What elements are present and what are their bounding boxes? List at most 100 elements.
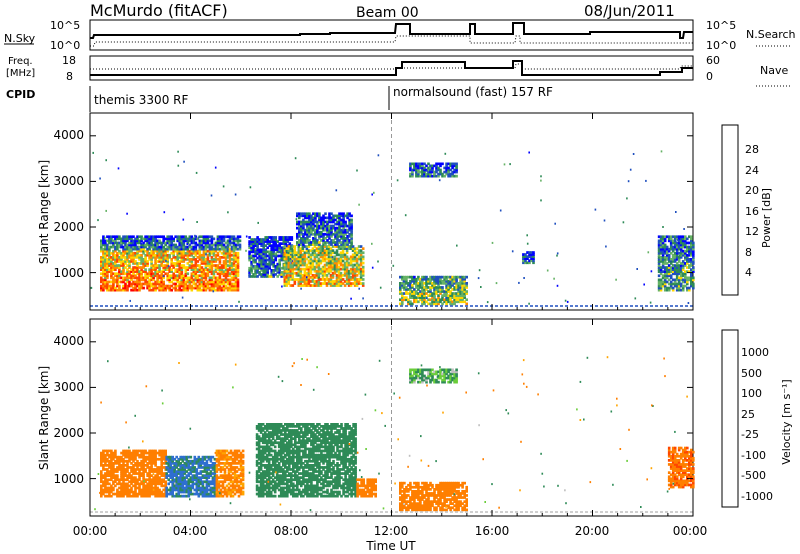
date-label: 08/Jun/2011: [584, 2, 675, 20]
heatmap-cell: [337, 282, 341, 285]
heatmap-cell: [224, 249, 228, 253]
heatmap-cell: [284, 236, 288, 239]
heatmap-cell: [102, 274, 105, 278]
heatmap-cell: [142, 249, 145, 253]
heatmap-cell: [681, 249, 685, 253]
heatmap-cell: [158, 245, 161, 249]
heatmap-cell: [262, 248, 265, 252]
heatmap-cell: [252, 248, 255, 252]
heatmap-cell: [421, 277, 424, 281]
heatmap-cell: [162, 462, 165, 465]
heatmap-cell: [158, 482, 161, 486]
heatmap-cell: [215, 466, 219, 469]
heatmap-cell: [688, 258, 691, 261]
heatmap-cell: [684, 278, 687, 282]
heatmap-cell: [154, 490, 157, 494]
heatmap-cell: [106, 286, 109, 290]
heatmap-cell: [150, 488, 153, 492]
heatmap-cell: [272, 264, 275, 268]
heatmap-cell: [189, 472, 193, 475]
heatmap-cell: [212, 280, 216, 284]
heatmap-cell: [287, 278, 291, 281]
heatmap-cell: [304, 241, 307, 244]
heatmap-cell: [459, 292, 462, 295]
heatmap-cell: [313, 284, 317, 287]
heatmap-cell: [256, 246, 259, 250]
heatmap-cell: [208, 262, 212, 265]
heatmap-cell: [138, 486, 141, 490]
heatmap-cell: [106, 472, 109, 475]
heatmap-cell: [291, 284, 295, 287]
heatmap-cell: [345, 257, 349, 261]
heatmap-cell: [298, 212, 301, 216]
heatmap-cell: [439, 300, 442, 304]
heatmap-cell: [174, 247, 177, 251]
heatmap-cell: [197, 482, 201, 486]
heatmap-cell: [690, 249, 693, 253]
heatmap-cell: [211, 478, 215, 482]
heatmap-cell: [690, 237, 693, 241]
heatmap-cell: [130, 243, 133, 247]
heatmap-cell: [165, 488, 168, 492]
heatmap-cell: [524, 255, 527, 258]
heatmap-cell: [290, 236, 294, 239]
heatmap-cell: [199, 482, 203, 486]
heatmap-cell: [197, 480, 201, 484]
heatmap-cell: [150, 457, 153, 461]
heatmap-cell: [287, 265, 291, 269]
heatmap-cell: [180, 245, 184, 249]
heatmap-cell: [150, 464, 153, 467]
heatmap-cell: [160, 276, 163, 280]
heatmap-cell: [148, 470, 151, 473]
heatmap-cell: [175, 466, 178, 469]
heatmap-cell: [283, 284, 287, 287]
heatmap-cell: [156, 245, 159, 249]
heatmap-cell: [401, 298, 404, 302]
heatmap-cell: [198, 258, 202, 261]
heatmap-cell: [632, 153, 635, 155]
heatmap-cell: [112, 272, 115, 276]
heatmap-cell: [684, 272, 687, 276]
heatmap-cell: [353, 278, 357, 281]
heatmap-cell: [339, 253, 343, 257]
heatmap-cell: [185, 455, 189, 459]
heatmap-cell: [307, 269, 311, 273]
heatmap-cell: [120, 494, 123, 498]
heatmap-cell: [196, 264, 200, 267]
heatmap-cell: [234, 245, 238, 249]
heatmap-cell: [177, 484, 180, 488]
heatmap-cell: [201, 482, 205, 486]
heatmap-cell: [120, 472, 123, 475]
heatmap-cell: [675, 286, 679, 290]
heatmap-cell: [102, 243, 105, 247]
heatmap-cell: [455, 298, 458, 302]
heatmap-cell: [191, 462, 195, 465]
heatmap-cell: [194, 234, 196, 237]
heatmap-cell: [186, 245, 190, 249]
heatmap-cell: [361, 267, 365, 271]
heatmap-cell: [335, 269, 339, 273]
heatmap-cell: [326, 239, 329, 242]
heatmap-cell: [313, 257, 317, 261]
heatmap-cell: [409, 174, 412, 178]
heatmap-cell: [202, 247, 206, 251]
heatmap-cell: [409, 168, 412, 172]
heatmap-cell: [140, 242, 142, 245]
heatmap-cell: [671, 245, 675, 249]
heatmap-cell: [293, 255, 297, 259]
heatmap-cell: [221, 480, 225, 484]
heatmap-cell: [122, 245, 125, 249]
heatmap-cell: [185, 480, 189, 484]
heatmap-cell: [252, 256, 255, 260]
heatmap-cell: [272, 248, 275, 252]
nave-line: [90, 63, 693, 70]
heatmap-cell: [187, 455, 191, 459]
heatmap-cell: [217, 494, 221, 498]
heatmap-cell: [663, 260, 667, 263]
heatmap-cell: [173, 486, 176, 490]
heatmap-cell: [415, 162, 418, 166]
heatmap-cell: [120, 474, 123, 477]
heatmap-cell: [162, 256, 165, 259]
heatmap-cell: [322, 237, 325, 240]
heatmap-cell: [431, 174, 434, 178]
